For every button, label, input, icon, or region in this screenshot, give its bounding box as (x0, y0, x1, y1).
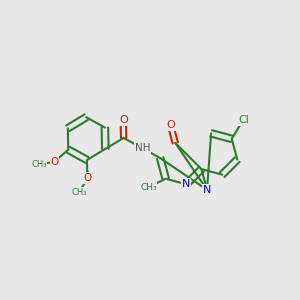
Text: O: O (119, 115, 128, 125)
Text: CH₃: CH₃ (140, 183, 157, 192)
Text: CH₃: CH₃ (72, 188, 87, 197)
Text: O: O (83, 173, 92, 183)
Text: O: O (166, 120, 175, 130)
Text: O: O (50, 157, 59, 166)
Text: NH: NH (135, 143, 150, 153)
Text: N: N (182, 179, 190, 189)
Text: N: N (203, 185, 211, 195)
Text: CH₃: CH₃ (31, 160, 46, 169)
Text: Cl: Cl (238, 115, 249, 124)
